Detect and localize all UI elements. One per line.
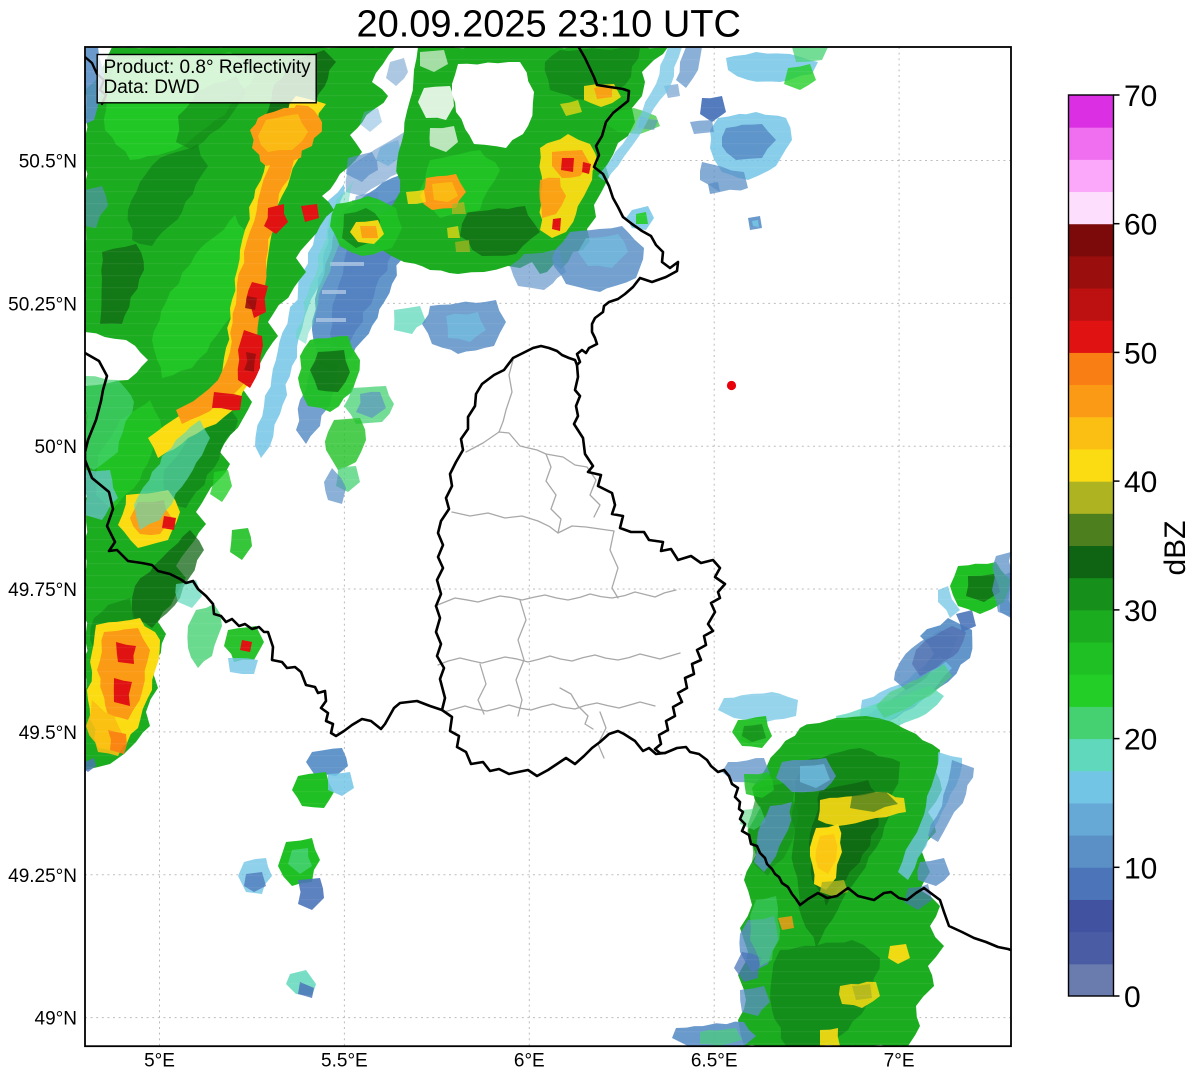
svg-text:20.09.2025 23:10 UTC: 20.09.2025 23:10 UTC bbox=[356, 4, 741, 46]
svg-text:49.25°N: 49.25°N bbox=[8, 866, 77, 887]
svg-text:dBZ: dBZ bbox=[1159, 520, 1192, 575]
svg-text:60: 60 bbox=[1124, 209, 1157, 242]
svg-text:6.5°E: 6.5°E bbox=[691, 1051, 738, 1072]
svg-text:50.25°N: 50.25°N bbox=[8, 294, 77, 315]
svg-text:6°E: 6°E bbox=[514, 1051, 545, 1072]
svg-text:50.5°N: 50.5°N bbox=[19, 152, 77, 173]
svg-text:7°E: 7°E bbox=[884, 1051, 915, 1072]
svg-text:5°E: 5°E bbox=[144, 1051, 175, 1072]
svg-text:49.5°N: 49.5°N bbox=[19, 723, 77, 744]
svg-text:50°N: 50°N bbox=[35, 437, 77, 458]
svg-text:49.75°N: 49.75°N bbox=[8, 580, 77, 601]
svg-text:5.5°E: 5.5°E bbox=[321, 1051, 368, 1072]
svg-text:0: 0 bbox=[1124, 981, 1141, 1014]
svg-text:Product: 0.8° Reflectivity: Product: 0.8° Reflectivity bbox=[104, 57, 312, 78]
svg-text:40: 40 bbox=[1124, 466, 1157, 499]
svg-text:10: 10 bbox=[1124, 852, 1157, 885]
svg-text:50: 50 bbox=[1124, 337, 1157, 370]
svg-text:70: 70 bbox=[1124, 80, 1157, 113]
svg-text:49°N: 49°N bbox=[35, 1009, 77, 1030]
svg-text:Data: DWD: Data: DWD bbox=[104, 77, 200, 98]
svg-text:20: 20 bbox=[1124, 724, 1157, 757]
svg-text:30: 30 bbox=[1124, 595, 1157, 628]
